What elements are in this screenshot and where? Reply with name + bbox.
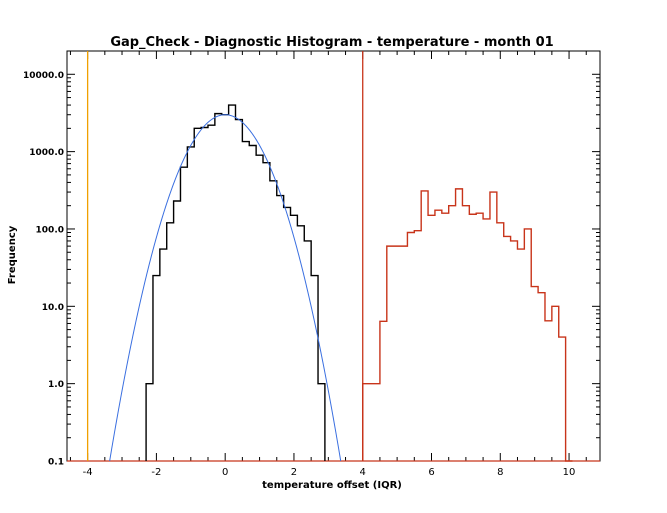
x-tick-label: 6 [428, 467, 434, 478]
x-tick-label: -2 [151, 467, 161, 478]
y-axis-label: Frequency [7, 225, 18, 284]
y-tick-label: 1000.0 [29, 148, 64, 158]
y-tick-label: 10000.0 [23, 71, 64, 81]
x-axis-label: temperature offset (IQR) [262, 480, 402, 491]
x-tick-label: 8 [497, 467, 503, 478]
y-tick-label: 100.0 [36, 225, 64, 235]
x-tick-label: -4 [83, 467, 93, 478]
x-tick-label: 10 [563, 467, 576, 478]
plot-frame [66, 50, 601, 462]
y-tick-label: 1.0 [48, 380, 64, 390]
histogram-series-outliers [362, 188, 573, 462]
y-tick-label: 0.1 [48, 458, 64, 468]
plot-area: -4 -2 0 2 4 6 8 10 0.1 1.0 10.0 100.0 1000.0 10000.0 [23, 50, 601, 478]
y-tick-label: 10.0 [42, 303, 64, 313]
chart-title: Gap_Check - Diagnostic Histogram - tempe… [110, 35, 553, 50]
x-tick-label: 4 [360, 467, 366, 478]
x-tick-label: 2 [291, 467, 297, 478]
gaussian-fit-curve [109, 114, 342, 462]
histogram-series-main [145, 104, 326, 461]
x-tick-label: 0 [222, 467, 228, 478]
